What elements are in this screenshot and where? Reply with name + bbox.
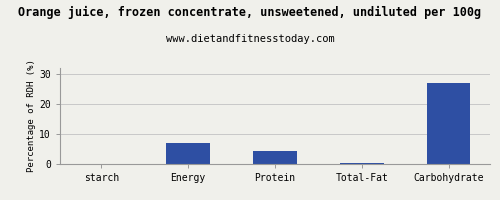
Y-axis label: Percentage of RDH (%): Percentage of RDH (%)	[28, 60, 36, 172]
Bar	[340, 163, 384, 164]
Bar	[166, 143, 210, 164]
Bar	[427, 83, 470, 164]
Bar	[254, 151, 296, 164]
Text: Orange juice, frozen concentrate, unsweetened, undiluted per 100g: Orange juice, frozen concentrate, unswee…	[18, 6, 481, 19]
Text: www.dietandfitnesstoday.com: www.dietandfitnesstoday.com	[166, 34, 334, 44]
